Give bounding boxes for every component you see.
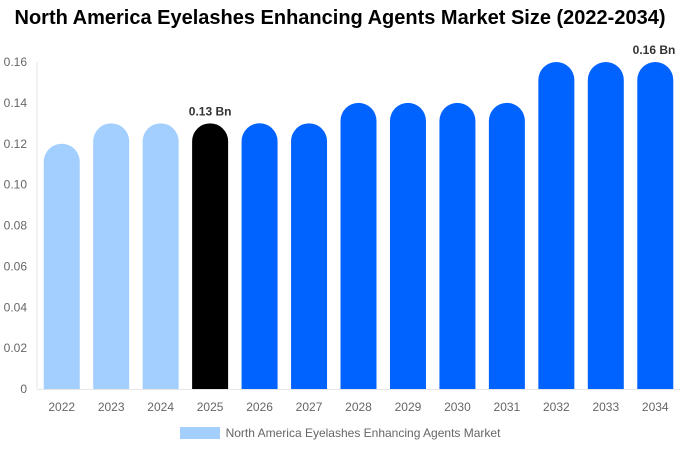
bar-2033 — [587, 62, 624, 390]
x-tick-label: 2034 — [642, 400, 669, 414]
y-tick-label: 0.02 — [4, 341, 28, 355]
y-tick-label: 0 — [20, 382, 27, 396]
y-tick-label: 0.10 — [4, 178, 28, 192]
y-tick-label: 0.14 — [4, 96, 28, 110]
x-tick-label: 2026 — [246, 400, 273, 414]
x-tick-label: 2032 — [543, 400, 570, 414]
data-label: 0.16 Bn — [633, 43, 676, 57]
legend-swatch — [179, 427, 220, 439]
bar-2025 — [192, 123, 229, 389]
x-tick-label: 2023 — [98, 400, 125, 414]
x-tick-label: 2028 — [345, 400, 372, 414]
bar-2022 — [43, 143, 80, 389]
bar-2031 — [488, 102, 525, 389]
legend[interactable]: North America Eyelashes Enhancing Agents… — [0, 426, 680, 440]
y-tick-label: 0.08 — [4, 219, 28, 233]
bar-2028 — [340, 102, 377, 389]
legend-label: North America Eyelashes Enhancing Agents… — [225, 426, 501, 440]
bar-2024 — [142, 123, 179, 389]
x-tick-label: 2025 — [197, 400, 224, 414]
y-tick-label: 0.12 — [4, 137, 28, 151]
data-label: 0.13 Bn — [189, 104, 232, 118]
y-tick-label: 0.16 — [4, 55, 28, 69]
y-tick-label: 0.04 — [4, 300, 28, 314]
x-tick-label: 2029 — [395, 400, 422, 414]
chart-title: North America Eyelashes Enhancing Agents… — [14, 7, 666, 29]
bar-2029 — [389, 102, 426, 389]
x-tick-label: 2033 — [592, 400, 619, 414]
x-tick-label: 2027 — [296, 400, 323, 414]
y-tick-label: 0.06 — [4, 259, 28, 273]
bar-2032 — [538, 62, 575, 390]
x-tick-label: 2030 — [444, 400, 471, 414]
bar-2027 — [291, 123, 328, 389]
x-tick-label: 2022 — [48, 400, 75, 414]
x-tick-label: 2031 — [494, 400, 521, 414]
bar-2034 — [637, 62, 674, 390]
bar-2023 — [93, 123, 130, 389]
x-tick-label: 2024 — [147, 400, 174, 414]
bar-2030 — [439, 102, 476, 389]
bar-2026 — [241, 123, 278, 389]
